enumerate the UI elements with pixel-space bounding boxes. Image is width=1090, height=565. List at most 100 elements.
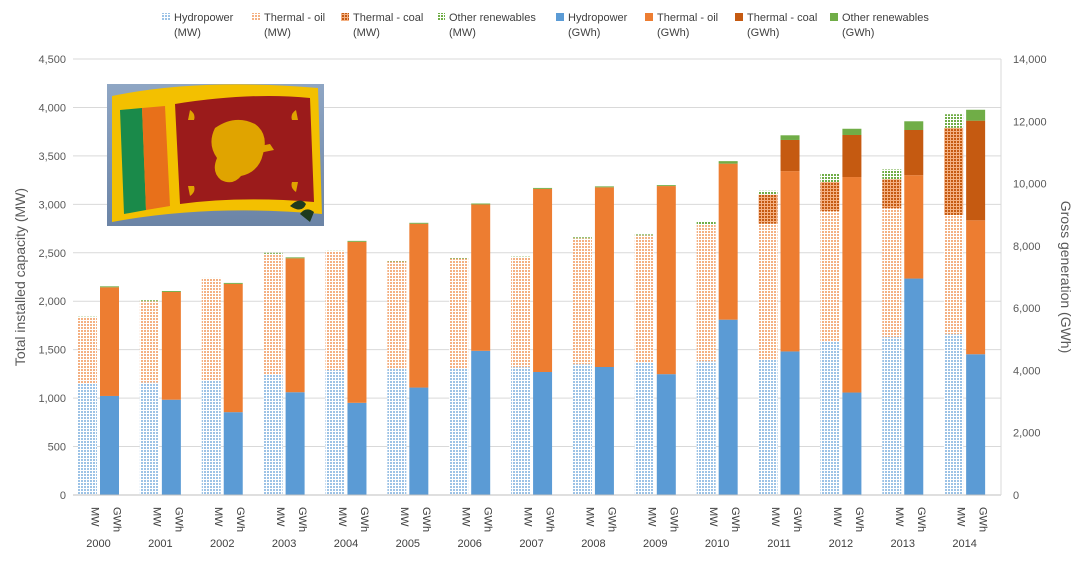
bar-mw-thermal-oil-2007 [511, 257, 531, 368]
bar-mw-hydropower-2004 [325, 370, 345, 495]
y-right-axis-title: Gross generation (GWh) [1058, 201, 1074, 354]
bar-gwh-other-renewables-2005 [409, 222, 429, 224]
x-category-label: 2004 [334, 538, 358, 550]
bar-label-gwh: GWh [667, 507, 679, 532]
bar-mw-thermal-oil-2004 [325, 251, 345, 371]
bar-gwh-other-renewables-2011 [780, 135, 800, 140]
x-category-label: 2002 [210, 538, 234, 550]
bar-mw-hydropower-2007 [511, 367, 531, 495]
bar-mw-hydropower-2000 [78, 383, 97, 495]
legend-unit: (MW) [449, 27, 476, 39]
bar-gwh-hydropower-2000 [100, 395, 119, 495]
y-right-tick-label: 8,000 [1013, 241, 1041, 253]
bar-mw-other-renewables-2005 [387, 260, 407, 262]
bar-mw-thermal-oil-2002 [201, 278, 221, 381]
legend-swatch [830, 13, 838, 21]
bar-mw-other-renewables-2008 [572, 237, 592, 239]
legend-label: Other renewables [449, 12, 536, 24]
bar-label-gwh: GWh [358, 507, 370, 532]
x-category-label: 2009 [643, 538, 667, 550]
bar-mw-thermal-oil-2012 [820, 211, 840, 341]
legend-unit: (MW) [174, 27, 201, 39]
bar-mw-other-renewables-2010 [696, 221, 716, 225]
bar-gwh-other-renewables-2007 [533, 187, 553, 189]
bar-gwh-hydropower-2014 [966, 354, 986, 495]
bar-mw-thermal-coal-2013 [882, 179, 902, 209]
bar-label-gwh: GWh [296, 507, 308, 532]
legend-swatch [252, 13, 260, 21]
bar-gwh-other-renewables-2000 [100, 286, 119, 288]
bar-mw-thermal-oil-2001 [139, 301, 159, 383]
legend: Hydropower (MW) Thermal - oil (MW) Thermal -… [162, 12, 929, 39]
bar-mw-other-renewables-2001 [139, 300, 159, 302]
bar-gwh-hydropower-2008 [594, 367, 614, 495]
legend-label: Thermal - oil [657, 12, 718, 24]
x-category-label: 2008 [581, 538, 605, 550]
bar-gwh-hydropower-2004 [347, 402, 367, 495]
bar-mw-hydropower-2002 [201, 380, 221, 495]
bar-label-mw: MW [212, 507, 224, 527]
legend-unit: (GWh) [657, 27, 689, 39]
bar-label-mw: MW [831, 507, 843, 527]
y-right-tick-label: 12,000 [1013, 116, 1047, 128]
bar-gwh-hydropower-2010 [718, 319, 738, 495]
x-category-label: 2003 [272, 538, 296, 550]
bar-mw-hydropower-2012 [820, 340, 840, 495]
bar-gwh-thermal-oil-2014 [966, 220, 986, 355]
axes: 0 500 1,000 1,500 2,000 2,500 3,000 3,500 4,000 4… [12, 54, 1074, 550]
bar-mw-hydropower-2011 [758, 359, 778, 495]
bar-gwh-other-renewables-2002 [223, 282, 243, 284]
y-left-tick-label: 3,500 [38, 151, 66, 163]
legend-swatch [341, 13, 349, 21]
legend-swatch [162, 13, 170, 21]
bar-gwh-other-renewables-2008 [594, 186, 614, 188]
bar-mw-thermal-oil-2014 [944, 214, 964, 335]
bar-mw-other-renewables-2007 [511, 256, 531, 258]
bar-gwh-other-renewables-2012 [842, 128, 862, 135]
bar-label-mw: MW [893, 507, 905, 527]
x-category-label: 2013 [891, 538, 915, 550]
bar-gwh-thermal-oil-2001 [161, 291, 181, 400]
bar-gwh-hydropower-2003 [285, 392, 305, 495]
x-category-label: 2001 [148, 538, 172, 550]
bar-mw-thermal-oil-2000 [78, 317, 97, 384]
bar-label-gwh: GWh [234, 507, 246, 532]
bar-gwh-other-renewables-2004 [347, 240, 367, 242]
bar-gwh-thermal-coal-2011 [780, 139, 800, 172]
bar-gwh-thermal-oil-2011 [780, 171, 800, 352]
bar-mw-other-renewables-2000 [78, 316, 97, 318]
bar-mw-hydropower-2006 [449, 368, 469, 495]
bar-gwh-thermal-oil-2006 [471, 204, 491, 351]
y-left-axis-title: Total installed capacity (MW) [12, 188, 28, 366]
y-right-tick-label: 10,000 [1013, 179, 1047, 191]
x-category-label: 2010 [705, 538, 729, 550]
bar-mw-thermal-coal-2014 [944, 127, 964, 215]
bar-gwh-thermal-oil-2013 [904, 175, 924, 279]
bar-mw-thermal-oil-2013 [882, 208, 902, 338]
bar-label-gwh: GWh [172, 507, 184, 532]
bar-gwh-hydropower-2005 [409, 387, 429, 495]
y-left-tick-label: 2,000 [38, 296, 66, 308]
bar-gwh-thermal-oil-2008 [594, 187, 614, 368]
bar-mw-thermal-oil-2006 [449, 258, 469, 369]
bar-gwh-other-renewables-2009 [656, 185, 676, 187]
y-left-tick-label: 4,000 [38, 102, 66, 114]
bar-mw-thermal-oil-2011 [758, 223, 778, 360]
bar-mw-hydropower-2001 [139, 382, 159, 495]
y-left-tick-label: 1,500 [38, 345, 66, 357]
bar-gwh-thermal-oil-2009 [656, 186, 676, 375]
bar-label-mw: MW [398, 507, 410, 527]
bar-mw-hydropower-2008 [572, 364, 592, 495]
bar-label-gwh: GWh [420, 507, 432, 532]
legend-unit: (GWh) [568, 27, 600, 39]
bar-label-gwh: GWh [853, 507, 865, 532]
bar-label-mw: MW [645, 507, 657, 527]
legend-swatch [437, 13, 445, 21]
bar-gwh-hydropower-2006 [471, 350, 491, 495]
bar-gwh-other-renewables-2014 [966, 109, 986, 121]
bar-label-mw: MW [460, 507, 472, 527]
bar-gwh-other-renewables-2001 [161, 291, 181, 292]
bar-gwh-other-renewables-2013 [904, 121, 924, 131]
